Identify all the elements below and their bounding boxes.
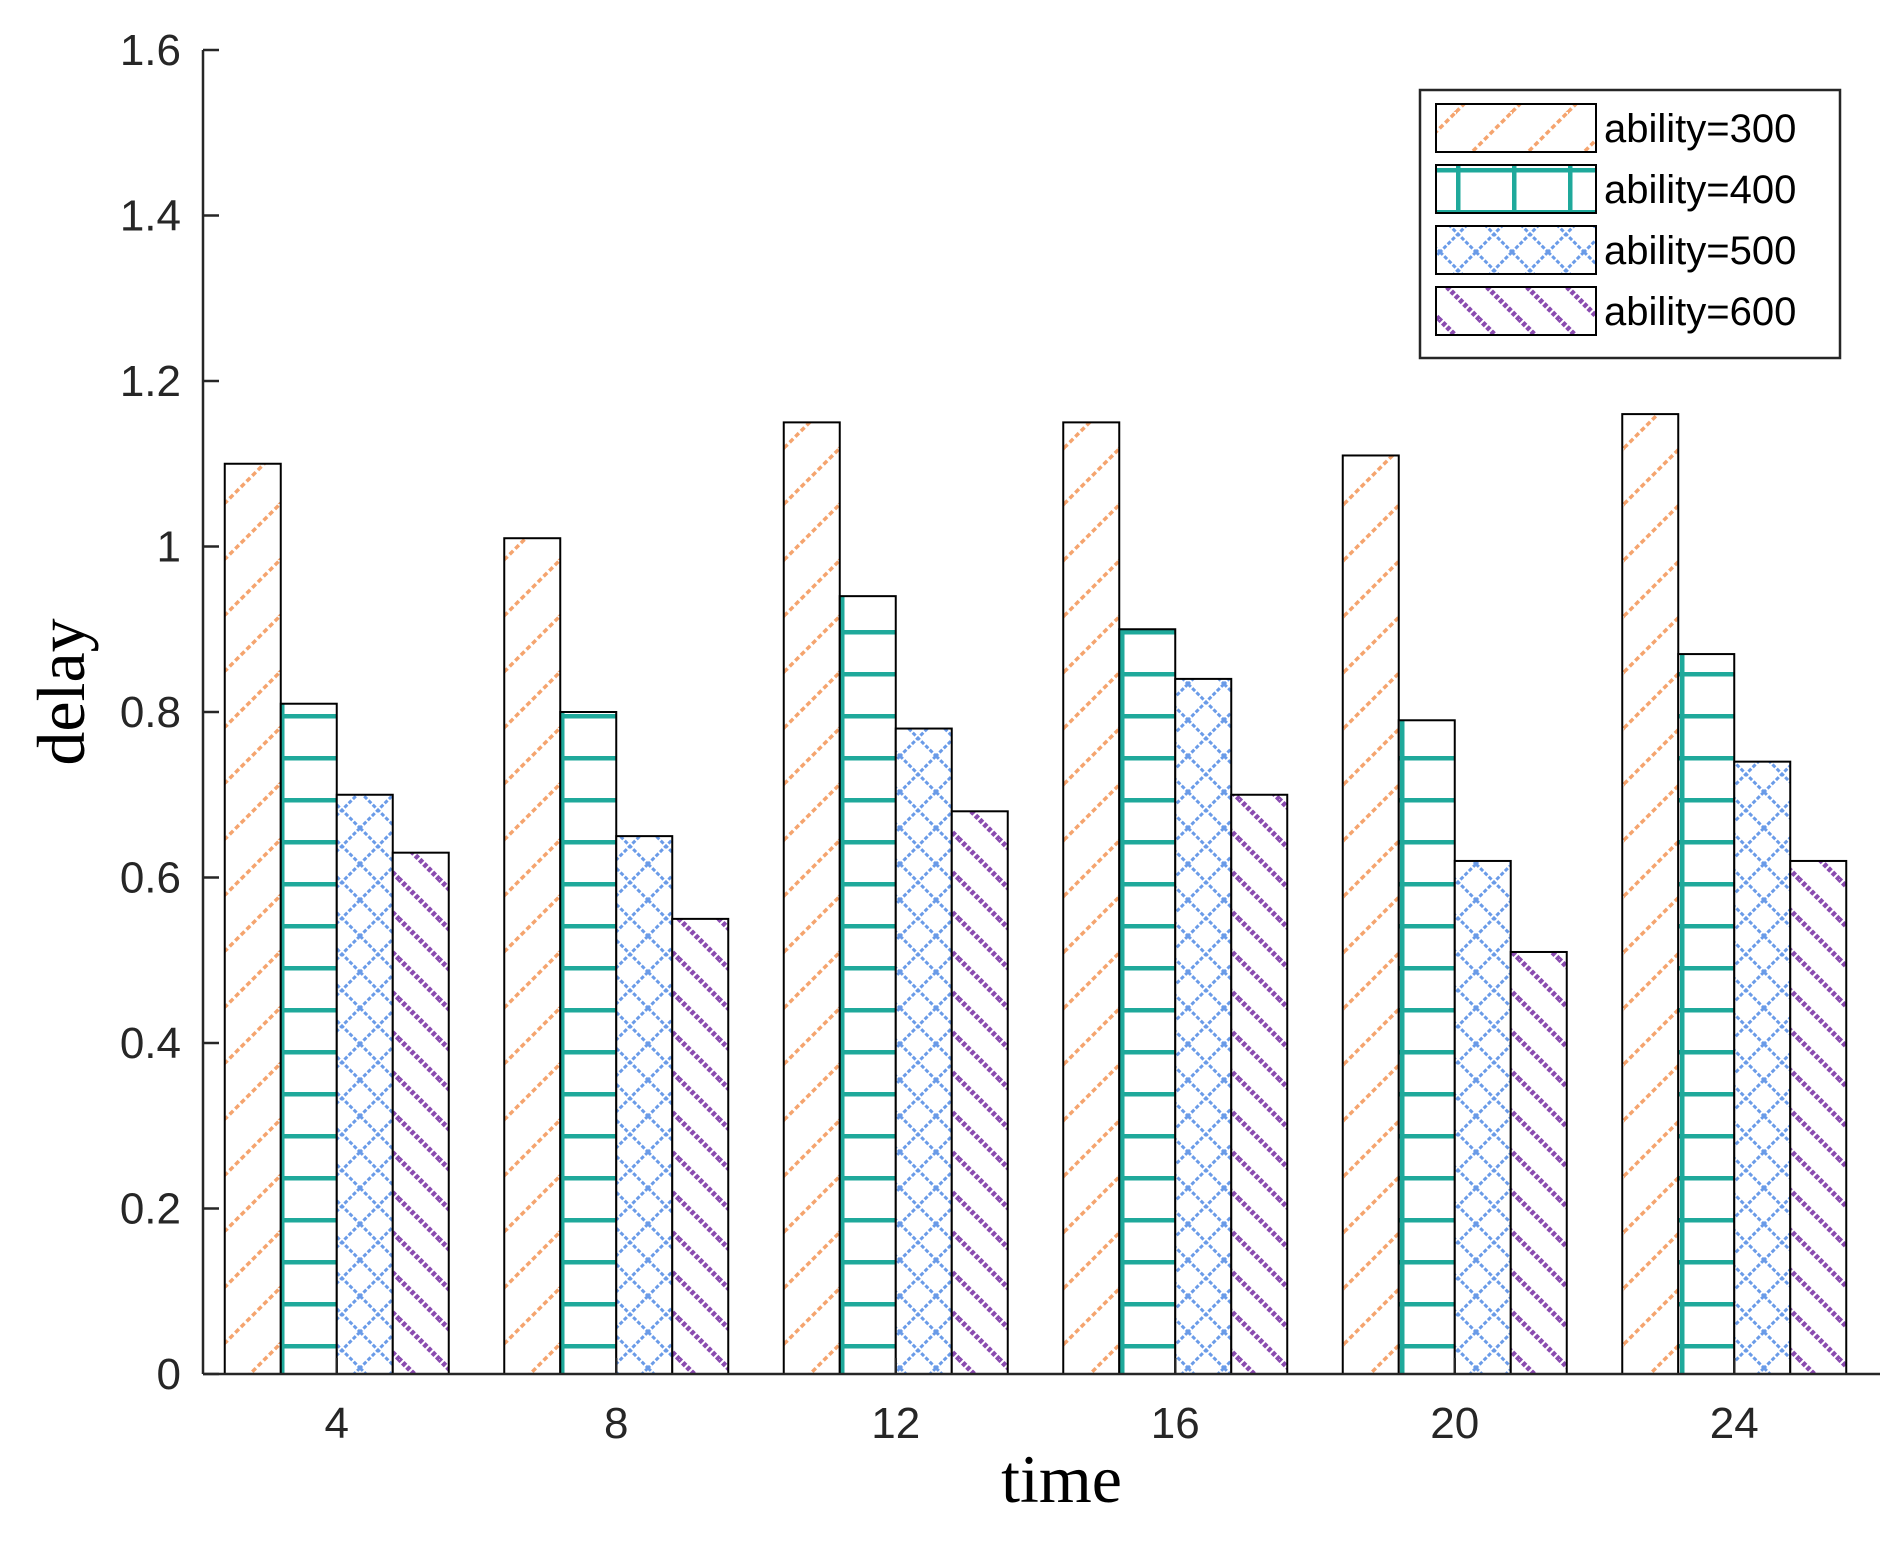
legend-swatch xyxy=(1435,225,1597,275)
y-tick-label: 1.4 xyxy=(120,192,181,241)
bar-ability-600-t20 xyxy=(1509,950,1568,1375)
bar-ability-300-t4 xyxy=(223,462,282,1375)
bar-ability-500-t8 xyxy=(615,835,674,1375)
x-tick-label: 20 xyxy=(1430,1399,1479,1448)
bar-ability-400-t12 xyxy=(838,595,897,1375)
bar-ability-600-t4 xyxy=(391,851,450,1375)
legend-label: ability=500 xyxy=(1604,229,1796,273)
legend-swatch xyxy=(1435,103,1597,153)
y-tick-label: 0.4 xyxy=(120,1019,181,1068)
y-tick-label: 1 xyxy=(157,523,181,572)
x-tick-label: 12 xyxy=(871,1399,920,1448)
bar-ability-400-t8 xyxy=(559,711,618,1375)
x-tick-label: 24 xyxy=(1710,1399,1759,1448)
legend-swatch xyxy=(1435,164,1597,214)
bar-ability-400-t20 xyxy=(1397,719,1456,1375)
y-tick-label: 1.6 xyxy=(120,26,181,75)
bar-ability-600-t24 xyxy=(1789,859,1848,1375)
bar-ability-500-t12 xyxy=(894,727,953,1375)
y-tick-label: 0 xyxy=(157,1350,181,1399)
legend-label: ability=400 xyxy=(1604,168,1796,212)
y-tick-label: 0.8 xyxy=(120,688,181,737)
bar-ability-300-t8 xyxy=(503,537,562,1375)
bar-ability-300-t20 xyxy=(1341,454,1400,1376)
bar-ability-400-t16 xyxy=(1118,628,1177,1375)
y-tick-label: 1.2 xyxy=(120,357,181,406)
bar-ability-500-t24 xyxy=(1733,760,1792,1375)
legend-swatch xyxy=(1435,286,1597,336)
y-tick-label: 0.6 xyxy=(120,854,181,903)
y-tick-label: 0.2 xyxy=(120,1185,181,1234)
bar-ability-600-t8 xyxy=(671,917,730,1375)
legend: ability=300 ability=400 ability=500 ability… xyxy=(1418,88,1842,360)
x-tick-label: 8 xyxy=(604,1399,628,1448)
bar-ability-300-t24 xyxy=(1621,413,1680,1376)
bar-ability-300-t12 xyxy=(782,421,841,1375)
legend-label: ability=600 xyxy=(1604,290,1796,334)
x-tick-label: 16 xyxy=(1151,1399,1200,1448)
bars-layer xyxy=(223,413,1848,1376)
y-axis-title: delay xyxy=(23,618,99,765)
bar-ability-400-t4 xyxy=(279,702,338,1375)
x-axis-title: time xyxy=(1001,1441,1122,1517)
bar-ability-500-t16 xyxy=(1174,677,1233,1375)
bar-ability-600-t16 xyxy=(1230,793,1289,1375)
bar-ability-400-t24 xyxy=(1677,653,1736,1375)
x-tick-label: 4 xyxy=(325,1399,349,1448)
legend-label: ability=300 xyxy=(1604,107,1796,151)
bar-ability-500-t20 xyxy=(1453,859,1512,1375)
axes-layer: 0 0.2 0.4 0.6 0.8 1 1.2 1.4 1.6 4 8 12 16 20 24 xyxy=(120,26,1880,1448)
bar-ability-300-t16 xyxy=(1062,421,1121,1375)
bar-ability-600-t12 xyxy=(950,810,1009,1375)
bar-ability-500-t4 xyxy=(335,793,394,1375)
